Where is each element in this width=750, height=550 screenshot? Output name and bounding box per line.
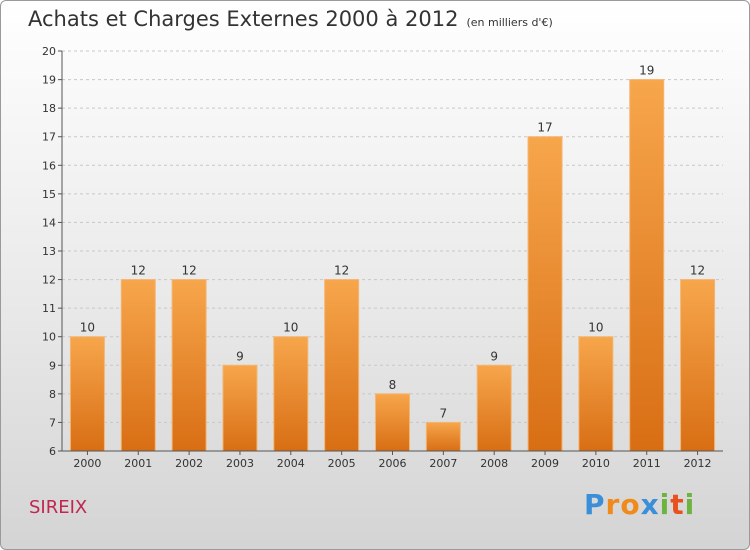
- logo-letter: i: [659, 488, 671, 521]
- bar-2003: [222, 364, 258, 452]
- y-tick-label: 10: [42, 331, 56, 344]
- x-tick-label-2012: 2012: [684, 457, 712, 470]
- y-tick-label: 8: [49, 388, 56, 401]
- x-tick-label-2001: 2001: [124, 457, 152, 470]
- bar-2001: [120, 279, 156, 452]
- y-tick-label: 12: [42, 274, 56, 287]
- logo-letter: x: [640, 488, 660, 521]
- bar-2002: [171, 279, 207, 452]
- x-tick-label-2006: 2006: [379, 457, 407, 470]
- y-tick-label: 14: [42, 216, 56, 229]
- x-tick-label-2009: 2009: [531, 457, 559, 470]
- y-tick-label: 17: [42, 131, 56, 144]
- data-label-2009: 17: [537, 121, 552, 135]
- bar-2000: [69, 336, 105, 452]
- y-tick-label: 13: [42, 245, 56, 258]
- logo-letter: P: [584, 488, 606, 521]
- y-tick-label: 18: [42, 102, 56, 115]
- proxiti-logo[interactable]: Proxiti: [584, 488, 695, 521]
- logo-letter: r: [605, 488, 621, 521]
- x-tick-label-2011: 2011: [633, 457, 661, 470]
- y-tick-label: 9: [49, 359, 56, 372]
- data-label-2003: 9: [236, 349, 244, 363]
- bar-2012: [680, 279, 716, 452]
- y-tick-label: 7: [49, 416, 56, 429]
- chart-title: Achats et Charges Externes 2000 à 2012 (e…: [28, 7, 553, 31]
- x-tick-label-2010: 2010: [582, 457, 610, 470]
- bar-2006: [375, 393, 410, 452]
- logo-letter: t: [670, 488, 685, 521]
- y-tick-label: 16: [42, 159, 56, 172]
- x-tick-label-2007: 2007: [429, 457, 457, 470]
- x-tick-label-2000: 2000: [73, 457, 101, 470]
- bar-2009: [527, 136, 563, 452]
- bar-2008: [476, 364, 512, 452]
- data-label-2006: 8: [389, 378, 397, 392]
- x-tick-label-2005: 2005: [328, 457, 356, 470]
- data-label-2010: 10: [588, 321, 603, 335]
- x-tick-label-2002: 2002: [175, 457, 203, 470]
- y-tick-label: 20: [42, 45, 56, 58]
- x-tick-label-2004: 2004: [277, 457, 305, 470]
- x-tick-label-2003: 2003: [226, 457, 254, 470]
- data-label-2007: 7: [440, 406, 448, 420]
- data-label-2012: 12: [690, 264, 705, 278]
- data-label-2002: 12: [181, 264, 196, 278]
- y-tick-label: 6: [49, 445, 56, 458]
- chart-subtitle: (en milliers d'€): [466, 16, 553, 29]
- data-label-2008: 9: [490, 349, 498, 363]
- data-label-2005: 12: [334, 264, 349, 278]
- logo-letter: o: [620, 488, 641, 521]
- data-label-2000: 10: [80, 321, 95, 335]
- data-label-2011: 19: [639, 64, 654, 78]
- place-name: SIREIX: [29, 497, 88, 518]
- bar-2004: [273, 336, 309, 452]
- x-tick-label-2008: 2008: [480, 457, 508, 470]
- bar-2010: [578, 336, 614, 452]
- data-label-2001: 12: [131, 264, 146, 278]
- y-tick-label: 11: [42, 302, 56, 315]
- bar-2011: [629, 79, 665, 452]
- y-tick-label: 19: [42, 74, 56, 87]
- data-label-2004: 10: [283, 321, 298, 335]
- logo-letter: i: [684, 488, 696, 521]
- bar-2007: [425, 421, 461, 452]
- y-tick-label: 15: [42, 188, 56, 201]
- bar-2005: [324, 279, 360, 452]
